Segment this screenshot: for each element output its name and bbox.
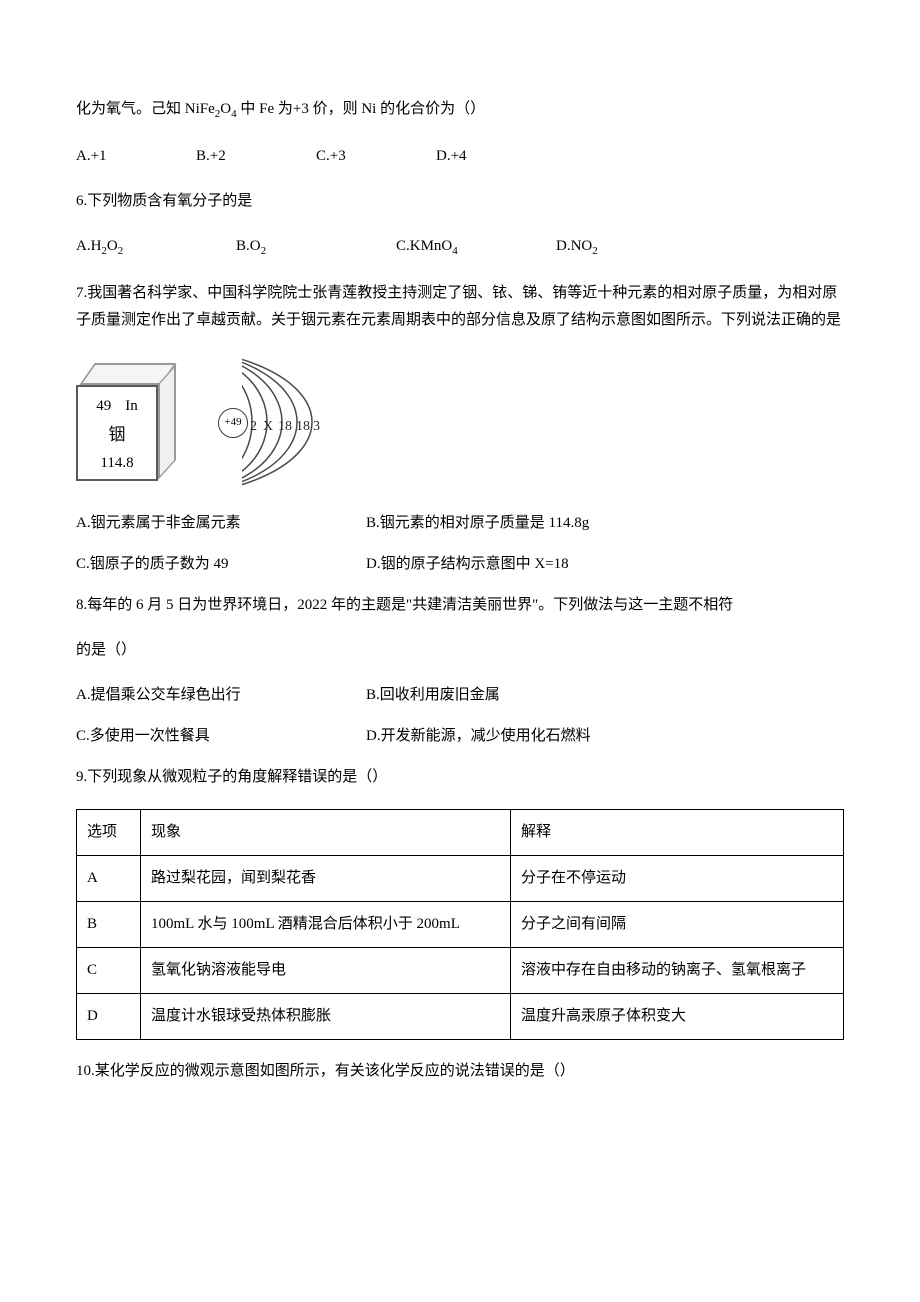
shell-3: 18: [278, 414, 292, 439]
q5-text-a: 化为氧气。己知 NiFe: [76, 101, 215, 117]
atom-nucleus: +49: [218, 408, 248, 438]
q7-opt-a: A.铟元素属于非金属元素: [76, 510, 366, 537]
q7-opt-d: D.铟的原子结构示意图中 X=18: [366, 551, 844, 578]
q7-opt-b: B.铟元素的相对原子质量是 114.8g: [366, 510, 844, 537]
periodic-element-box: 49 In 铟 114.8: [76, 363, 176, 481]
q5-opt-d: D.+4: [436, 143, 556, 170]
q8-options-row1: A.提倡乘公交车绿色出行 B.回收利用废旧金属: [76, 682, 844, 709]
q5-opt-c: C.+3: [316, 143, 436, 170]
element-number: 49: [96, 393, 111, 420]
q5-opt-b: B.+2: [196, 143, 316, 170]
th-explanation: 解释: [511, 809, 844, 855]
q8-options-row2: C.多使用一次性餐具 D.开发新能源，减少使用化石燃料: [76, 723, 844, 750]
table-row: A 路过梨花园，闻到梨花香 分子在不停运动: [77, 855, 844, 901]
q6-text: 6.下列物质含有氧分子的是: [76, 188, 844, 215]
table-header-row: 选项 现象 解释: [77, 809, 844, 855]
q8-opt-c: C.多使用一次性餐具: [76, 723, 366, 750]
q6-opt-d: D.NO2: [556, 233, 716, 262]
th-option: 选项: [77, 809, 141, 855]
q8-opt-d: D.开发新能源，减少使用化石燃料: [366, 723, 844, 750]
q5-options: A.+1 B.+2 C.+3 D.+4: [76, 143, 844, 170]
q7-opt-c: C.铟原子的质子数为 49: [76, 551, 366, 578]
element-name-cn: 铟: [109, 420, 126, 451]
shell-5: 3: [313, 414, 320, 439]
q8-text-1: 8.每年的 6 月 5 日为世界环境日，2022 年的主题是"共建清洁美丽世界"…: [76, 592, 844, 619]
shell-2: X: [263, 414, 273, 439]
q6-opt-b: B.O2: [236, 233, 396, 262]
q5-opt-a: A.+1: [76, 143, 196, 170]
q10-text: 10.某化学反应的微观示意图如图所示，有关该化学反应的说法错误的是（）: [76, 1058, 844, 1085]
q8-text-2: 的是（）: [76, 637, 844, 664]
q9-table: 选项 现象 解释 A 路过梨花园，闻到梨花香 分子在不停运动 B 100mL 水…: [76, 809, 844, 1040]
q9-text: 9.下列现象从微观粒子的角度解释错误的是（）: [76, 764, 844, 791]
element-symbol: In: [125, 393, 138, 420]
q7-options-row1: A.铟元素属于非金属元素 B.铟元素的相对原子质量是 114.8g: [76, 510, 844, 537]
shell-1: 2: [250, 414, 257, 439]
table-row: C 氢氧化钠溶液能导电 溶液中存在自由移动的钠离子、氢氧根离子: [77, 947, 844, 993]
element-mass: 114.8: [100, 450, 133, 477]
q8-opt-a: A.提倡乘公交车绿色出行: [76, 682, 366, 709]
q8-opt-b: B.回收利用废旧金属: [366, 682, 844, 709]
th-phenomenon: 现象: [141, 809, 511, 855]
table-row: D 温度计水银球受热体积膨胀 温度升高汞原子体积变大: [77, 993, 844, 1039]
shell-4: 18: [296, 414, 310, 439]
q7-figure: 49 In 铟 114.8 +49 2 X 18 18 3: [76, 352, 844, 492]
q7-text: 7.我国著名科学家、中国科学院院士张青莲教授主持测定了铟、铱、锑、铕等近十种元素…: [76, 280, 844, 334]
q6-opt-a: A.H2O2: [76, 233, 236, 262]
table-row: B 100mL 水与 100mL 酒精混合后体积小于 200mL 分子之间有间隔: [77, 901, 844, 947]
atom-structure-diagram: +49 2 X 18 18 3: [212, 352, 362, 492]
q5-continuation: 化为氧气。己知 NiFe2O4 中 Fe 为+3 价，则 Ni 的化合价为（）: [76, 96, 844, 125]
q7-options-row2: C.铟原子的质子数为 49 D.铟的原子结构示意图中 X=18: [76, 551, 844, 578]
q6-options: A.H2O2 B.O2 C.KMnO4 D.NO2: [76, 233, 844, 262]
q6-opt-c: C.KMnO4: [396, 233, 556, 262]
